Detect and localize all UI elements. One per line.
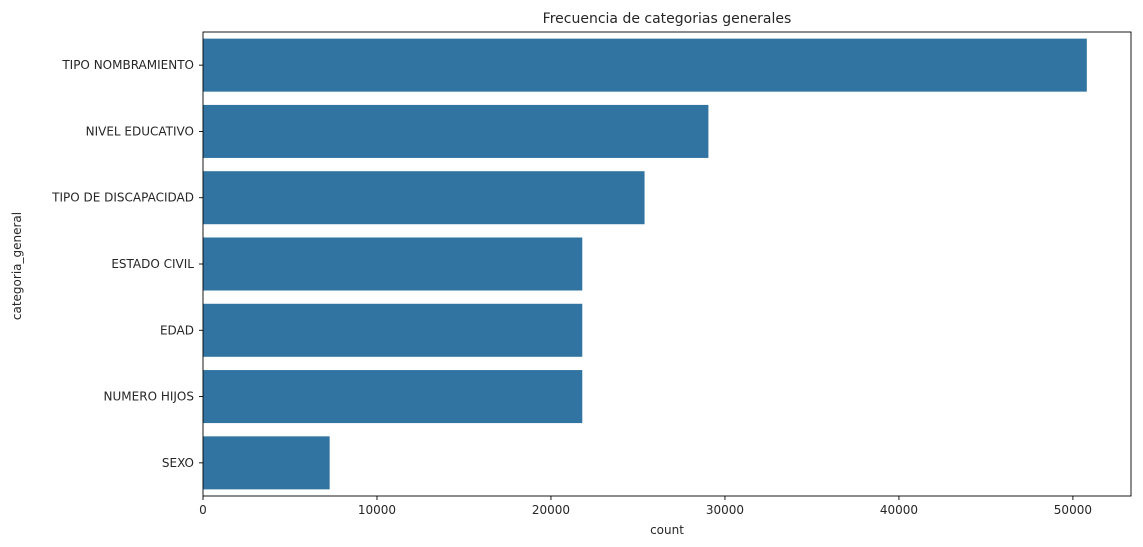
bar-nivel-educativo: [203, 104, 709, 158]
bar-edad: [203, 303, 583, 357]
bar-tipo-nombramiento: [203, 38, 1087, 92]
y-axis-ticks: TIPO NOMBRAMIENTO NIVEL EDUCATIVO TIPO DE …: [51, 58, 203, 470]
x-tick-label: 10000: [358, 503, 396, 517]
x-tick-label: 40000: [880, 503, 918, 517]
x-tick-label: 30000: [706, 503, 744, 517]
y-tick-label: ESTADO CIVIL: [111, 257, 194, 271]
x-tick-label: 0: [199, 503, 207, 517]
y-tick-label: TIPO DE DISCAPACIDAD: [51, 191, 194, 205]
y-tick-label: TIPO NOMBRAMIENTO: [61, 58, 194, 72]
y-axis-label: categoria_general: [10, 212, 24, 320]
plot-frame: [202, 31, 1132, 497]
x-tick-label: 20000: [532, 503, 570, 517]
bar-estado-civil: [203, 237, 583, 291]
bars-group: [203, 38, 1087, 490]
bar-sexo: [203, 436, 330, 490]
bar-numero-hijos: [203, 370, 583, 424]
y-tick-label: NIVEL EDUCATIVO: [86, 124, 194, 138]
bar-tipo-de-discapacidad: [203, 171, 645, 225]
x-tick-label: 50000: [1054, 503, 1092, 517]
y-tick-label: SEXO: [162, 456, 194, 470]
x-axis-ticks: 0 10000 20000 30000 40000 50000: [199, 496, 1092, 517]
chart-title: Frecuencia de categorias generales: [543, 11, 792, 27]
y-tick-label: NUMERO HIJOS: [104, 390, 194, 404]
y-tick-label: EDAD: [160, 323, 194, 337]
x-axis-label: count: [650, 523, 684, 537]
